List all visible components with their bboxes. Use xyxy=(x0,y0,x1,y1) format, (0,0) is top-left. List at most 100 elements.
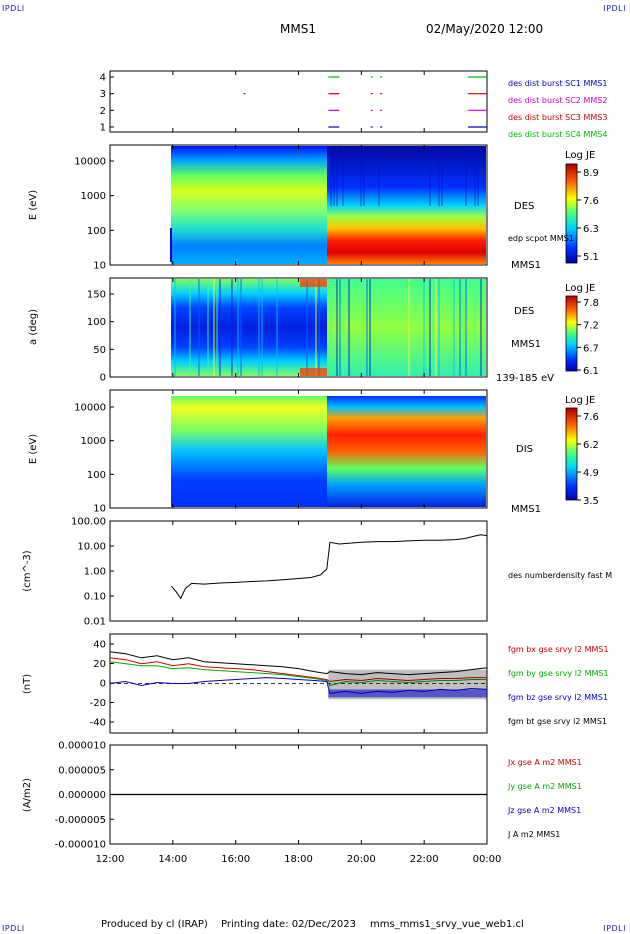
des-pitch-tag: DES xyxy=(514,306,534,317)
current-ytick-label: 0.000000 xyxy=(58,790,106,801)
density-ytick-label: 10.00 xyxy=(77,542,106,553)
density-legend-entry: des numberdensity fast M xyxy=(508,571,612,580)
current-ytick-label: -0.000005 xyxy=(55,815,106,826)
pitch-stripe xyxy=(336,279,338,376)
dis-energy-left-fill xyxy=(171,396,327,507)
pitch-stripe xyxy=(276,279,278,376)
density-ytick-label: 0.10 xyxy=(84,592,106,603)
burst-panel-frame xyxy=(109,70,488,133)
des-pitch-mission: MMS1 xyxy=(511,339,541,350)
density-ytick-label: 1.00 xyxy=(84,567,106,578)
bfield-ylabel: (nT) xyxy=(22,674,33,694)
bfield-line xyxy=(109,657,487,683)
des-energy-tag: DES xyxy=(514,201,534,212)
x-tick-label: 22:00 xyxy=(410,854,439,865)
pitch-stripe xyxy=(429,279,431,376)
colorbar-des-energy-label: 7.6 xyxy=(583,196,599,207)
colorbar-des-energy xyxy=(565,163,578,264)
pitch-stripe xyxy=(465,279,467,376)
pitch-stripe xyxy=(483,279,485,376)
dis-energy-ytick-label: 10000 xyxy=(74,403,106,414)
pitch-stripe xyxy=(423,279,425,376)
des-pitch-ytick-label: 0 xyxy=(100,373,106,384)
current-ytick-label: 0.000005 xyxy=(58,765,106,776)
density-panel-frame xyxy=(109,520,488,622)
x-tick-label: 20:00 xyxy=(347,854,376,865)
des-energy-ytick-label: 10 xyxy=(93,261,106,272)
bfield-legend-entry: fgm bt gse srvy l2 MMS1 xyxy=(508,717,607,726)
pitch-stripe xyxy=(438,279,440,376)
dis-energy-ytick-label: 100 xyxy=(87,470,106,481)
energy-stripe xyxy=(360,146,362,206)
current-ylabel: (A/m2) xyxy=(22,778,33,812)
density-ylabel: (cm^-3) xyxy=(22,550,33,591)
bfield-line xyxy=(109,651,488,676)
des-pitch-ylabel: a (deg) xyxy=(28,309,39,345)
bfield-ytick-label: 40 xyxy=(93,640,106,651)
pitch-stripe xyxy=(207,279,209,376)
energy-stripe xyxy=(342,146,344,206)
colorbar-des-energy-label: 6.3 xyxy=(583,224,599,235)
left-logo: IPDLI xyxy=(2,4,25,13)
current-ytick-label: -0.000010 xyxy=(55,840,106,851)
current-legend-entry: Jz gse A m2 MMS1 xyxy=(507,806,581,815)
burst-legend-entry: des dist burst SC1 MMS1 xyxy=(508,79,607,88)
producer-text: Produced by cl (IRAP) xyxy=(101,919,208,930)
plot-title: MMS1 xyxy=(280,22,316,36)
des-energy-ylabel: E (eV) xyxy=(28,190,39,220)
energy-stripe xyxy=(465,146,467,206)
pitch-stripe xyxy=(435,279,437,376)
pitch-stripe xyxy=(348,279,350,376)
printing-date: Printing date: 02/Dec/2023 xyxy=(221,919,357,930)
des-energy-ytick-label: 10000 xyxy=(74,157,106,168)
dis-energy-mission: MMS1 xyxy=(511,504,541,515)
colorbar-des-pitch-label: 6.7 xyxy=(583,343,599,354)
des-pitch-ytick-label: 100 xyxy=(87,317,106,328)
pitch-stripe xyxy=(216,279,218,376)
energy-stripe xyxy=(429,146,431,206)
burst-ytick-label: 2 xyxy=(100,106,106,117)
energy-stripe xyxy=(474,146,476,206)
current-legend-entry: Jx gse A m2 MMS1 xyxy=(507,758,582,767)
colorbar-des-pitch-label: 7.2 xyxy=(583,321,599,332)
bfield-line xyxy=(109,661,487,687)
pitch-red-band xyxy=(300,368,327,376)
pitch-stripe xyxy=(369,279,371,376)
colorbar-dis-energy-label: 6.2 xyxy=(583,440,599,451)
pitch-stripe xyxy=(453,279,455,376)
x-tick-label: 14:00 xyxy=(158,854,187,865)
des-pitch-ytick-label: 50 xyxy=(93,345,106,356)
plot-date: 02/May/2020 12:00 xyxy=(426,22,544,36)
pitch-stripe xyxy=(318,279,320,376)
pitch-stripe xyxy=(462,279,464,376)
des-energy-right-fill xyxy=(327,146,486,264)
colorbar-des-energy-label: 5.1 xyxy=(583,252,599,263)
dis-energy-right-fill xyxy=(327,396,486,507)
colorbar-des-pitch-label: 7.8 xyxy=(583,298,599,309)
bfield-ytick-label: -40 xyxy=(90,718,106,729)
right-logo: IPDLI xyxy=(603,4,626,13)
footer-right-logo: IPDLI xyxy=(603,924,626,933)
dis-energy-ylabel: E (eV) xyxy=(28,434,39,464)
burst-ytick-label: 3 xyxy=(100,89,106,100)
x-tick-label: 00:00 xyxy=(473,854,502,865)
dis-energy-ytick-label: 10 xyxy=(93,504,106,515)
des-energy-left-fill xyxy=(171,146,327,264)
pitch-stripe xyxy=(258,279,260,376)
pitch-stripe xyxy=(174,279,176,376)
pitch-stripe xyxy=(306,279,308,376)
pitch-stripe xyxy=(339,279,341,376)
x-tick-label: 18:00 xyxy=(284,854,313,865)
des-pitch-ytick-label: 150 xyxy=(87,290,106,301)
current-legend-entry: Jy gse A m2 MMS1 xyxy=(507,782,582,791)
energy-stripe xyxy=(336,146,338,206)
colorbar-dis-energy xyxy=(565,407,578,501)
des-energy-overlay-label: edp scpot MMS1 xyxy=(508,234,574,243)
pitch-stripe xyxy=(432,279,434,376)
burst-legend-entry: des dist burst SC3 MMS3 xyxy=(508,113,607,122)
colorbar-dis-energy-label: 7.6 xyxy=(583,412,599,423)
bfield-ytick-label: -20 xyxy=(90,698,106,709)
pitch-stripe xyxy=(198,279,200,376)
energy-stripe xyxy=(438,146,440,206)
